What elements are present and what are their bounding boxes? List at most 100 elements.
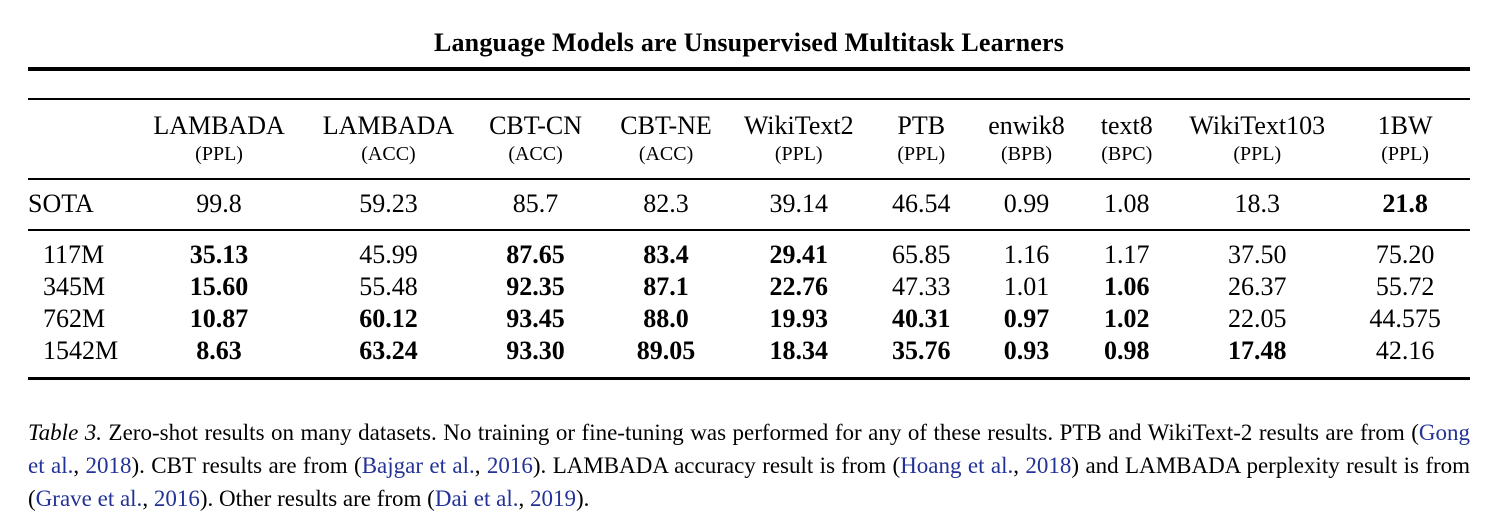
header-metric-row: (PPL) (ACC) (ACC) (ACC) (PPL) (PPL) (BPB) (BPC)… [28,141,1470,179]
metric-value: 65.85 [892,240,951,269]
row-label: 1542M [43,336,119,365]
citation-link[interactable]: Hoang et al. [900,452,1014,478]
metric-value: 35.76 [892,336,951,365]
metric-value: 40.31 [892,304,951,333]
caption-segment: ). CBT results are from ( [131,452,362,478]
metric-value: 1.08 [1104,189,1150,218]
caption-label: Table 3. [28,420,103,445]
column-header: 1BW [1377,111,1433,140]
column-metric: (ACC) [638,143,694,165]
metric-value: 87.1 [643,272,689,301]
row-label: 762M [43,304,106,333]
caption-segment: , [1013,452,1026,478]
metric-value: 1.06 [1104,272,1150,301]
caption-segment: , [142,485,154,511]
header-name-row: LAMBADA LAMBADA CBT-CN CBT-NE WikiText2 PTB en… [28,99,1470,141]
metric-value: 22.05 [1228,304,1287,333]
caption-segment: ). LAMBADA accuracy result is from ( [532,452,901,478]
metric-value: 37.50 [1228,240,1287,269]
column-metric: (ACC) [361,143,416,165]
metric-value: 1.02 [1104,304,1150,333]
column-header: PTB [897,111,946,140]
metric-value: 45.99 [359,240,418,269]
citation-link[interactable]: 2016 [486,452,533,478]
row-label: 345M [43,272,106,301]
caption-segment: Zero-shot results on many datasets. No t… [102,420,1419,445]
row-label: 117M [43,240,105,269]
citation-link[interactable]: Bajgar et al. [361,452,475,478]
metric-value: 17.48 [1228,336,1287,365]
column-metric: (BPC) [1101,143,1153,165]
metric-value: 83.4 [643,240,689,269]
column-metric: (PPL) [1233,143,1282,165]
column-header: LAMBADA [153,111,285,140]
metric-value: 22.76 [769,272,828,301]
caption-segment: , [73,452,86,478]
metric-value: 87.65 [506,240,565,269]
citation-link[interactable]: 2019 [530,485,576,511]
metric-value: 88.0 [643,304,689,333]
results-table-container: LAMBADA LAMBADA CBT-CN CBT-NE WikiText2 PTB en… [28,98,1470,380]
metric-value: 18.3 [1234,189,1281,218]
metric-value: 10.87 [189,304,249,333]
caption-segment: , [518,485,530,511]
column-header: WikiText103 [1189,111,1326,140]
metric-value: 42.16 [1375,336,1435,365]
citation-link[interactable]: Grave et al. [35,485,143,511]
citation-link[interactable]: Gong et al. [28,420,1470,478]
table-row: 117M 35.13 45.99 87.65 83.4 29.41 65.85 1.16 1.1… [28,230,1470,271]
table-row: SOTA 99.8 59.23 85.7 82.3 39.14 46.54 0.99 1.08 1… [28,179,1470,230]
table-row: 762M 10.87 60.12 93.45 88.0 19.93 40.31 0.97 1.0… [28,303,1470,335]
column-header: CBT-NE [620,111,712,140]
metric-value: 93.30 [506,336,565,365]
metric-value: 29.41 [769,240,828,269]
metric-value: 1.01 [1003,272,1050,301]
metric-value: 47.33 [892,272,951,301]
caption-segment: ). Other results are from ( [199,485,435,511]
metric-value: 0.99 [1003,189,1050,218]
metric-value: 39.14 [769,189,828,218]
metric-value: 55.72 [1375,272,1435,301]
citation-link[interactable]: 2018 [1025,452,1072,478]
column-metric: (PPL) [195,143,243,165]
column-header: CBT-CN [489,111,583,140]
results-table: LAMBADA LAMBADA CBT-CN CBT-NE WikiText2 PTB en… [28,98,1470,380]
column-header: WikiText2 [743,111,854,140]
metric-value: 35.13 [189,240,249,269]
metric-value: 93.45 [506,304,565,333]
column-metric: (BPB) [1000,143,1053,165]
metric-value: 15.60 [189,272,249,301]
metric-value: 82.3 [643,189,689,218]
metric-value: 92.35 [506,272,565,301]
metric-value: 89.05 [636,336,696,365]
citation-link[interactable]: 2016 [153,485,200,511]
metric-value: 46.54 [892,189,951,218]
column-metric: (ACC) [508,143,563,165]
metric-value: 59.23 [359,189,418,218]
page-title: Language Models are Unsupervised Multita… [433,28,1065,57]
table-header: LAMBADA LAMBADA CBT-CN CBT-NE WikiText2 PTB en… [28,99,1470,179]
metric-value: 18.34 [769,336,828,365]
metric-value: 0.93 [1003,336,1050,365]
metric-value: 55.48 [359,272,418,301]
column-metric [28,141,129,179]
metric-value: 26.37 [1228,272,1287,301]
caption-segment: ) and LAMBADA perplexity result is from … [28,452,1471,511]
column-metric: (PPL) [774,143,823,165]
table-caption: Table 3. Zero-shot results on many datas… [28,417,1470,516]
column-metric: (PPL) [1381,143,1429,165]
citation-link[interactable]: 2018 [85,452,132,478]
metric-value: 8.63 [196,336,242,365]
model-section: 117M 35.13 45.99 87.65 83.4 29.41 65.85 1.16 1.1… [28,230,1470,379]
metric-value: 85.7 [512,189,559,218]
metric-value: 0.98 [1104,336,1150,365]
caption-segment: ). [576,485,590,511]
column-header: enwik8 [988,111,1065,140]
metric-value: 1.16 [1003,240,1050,269]
sota-section: SOTA 99.8 59.23 85.7 82.3 39.14 46.54 0.99 1.08 1… [28,179,1470,230]
metric-value: 75.20 [1375,240,1435,269]
metric-value: 0.97 [1003,304,1050,333]
citation-link[interactable]: Dai et al. [434,485,519,511]
column-header: LAMBADA [322,111,455,140]
table-row: 1542M 8.63 63.24 93.30 89.05 18.34 35.76 0.93 0.… [28,335,1470,379]
